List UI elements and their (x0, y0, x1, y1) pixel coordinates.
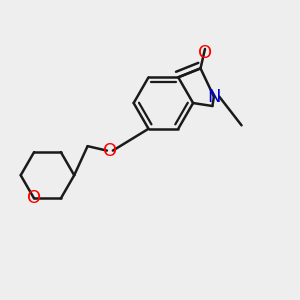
Text: O: O (103, 142, 117, 160)
Text: O: O (27, 189, 41, 207)
Text: O: O (198, 44, 212, 62)
Text: N: N (207, 88, 221, 106)
